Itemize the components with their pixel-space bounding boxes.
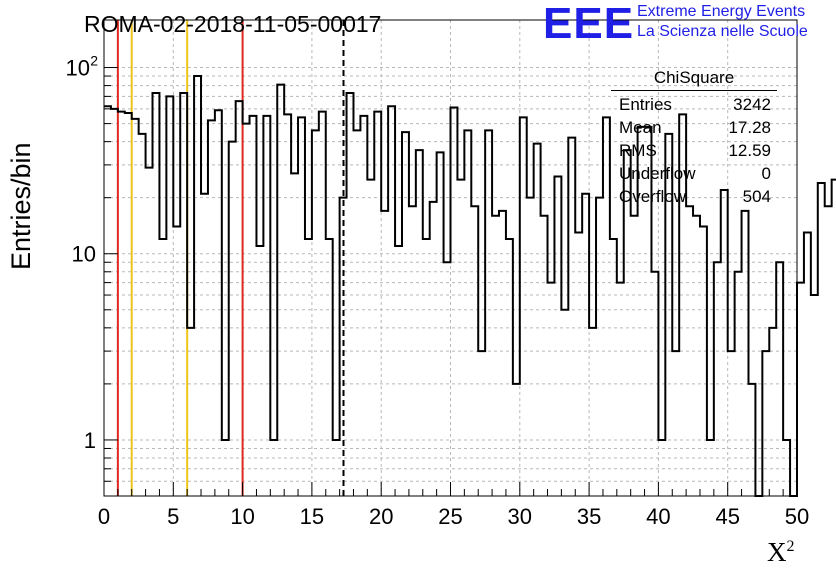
x-axis-label-base: X bbox=[767, 537, 787, 567]
histogram-series bbox=[104, 75, 836, 497]
x-axis-label-exponent: 2 bbox=[786, 538, 795, 555]
logo-line-2: La Scienza nelle Scuole bbox=[637, 23, 808, 40]
stats-value: 12.59 bbox=[728, 141, 771, 160]
chart-title: ROMA-02-2018-11-05-00017 bbox=[84, 11, 382, 37]
stats-box: ChiSquare Entries 3242 Mean 17.28 RMS 12.59… bbox=[611, 68, 777, 208]
stats-row: Mean 17.28 bbox=[611, 116, 777, 139]
stats-label: Underflow bbox=[619, 164, 696, 183]
x-tick-labels: 0 5 10 15 20 25 30 35 40 45 50 bbox=[98, 504, 809, 529]
x-tick-label: 20 bbox=[369, 504, 393, 529]
x-tick-label: 40 bbox=[646, 504, 670, 529]
stats-label: RMS bbox=[619, 141, 657, 160]
stats-label: Overflow bbox=[619, 187, 687, 206]
stats-value: 17.28 bbox=[728, 118, 771, 137]
x-tick-label: 35 bbox=[577, 504, 601, 529]
stats-value: 3242 bbox=[733, 95, 771, 114]
x-tick-label: 5 bbox=[167, 504, 179, 529]
x-tick-label: 10 bbox=[230, 504, 254, 529]
x-tick-label: 0 bbox=[98, 504, 110, 529]
stats-value: 0 bbox=[761, 164, 771, 183]
logo-line-1: Extreme Energy Events bbox=[637, 3, 806, 20]
x-axis-label: X2 bbox=[767, 537, 795, 568]
stats-label: Mean bbox=[619, 118, 662, 137]
stats-label: Entries bbox=[619, 95, 672, 114]
y-tick-label: 10 bbox=[66, 56, 90, 81]
x-tick-label: 45 bbox=[715, 504, 739, 529]
stats-row: Overflow 504 bbox=[611, 185, 777, 208]
y-tick-exponent: 2 bbox=[90, 53, 98, 69]
x-tick-label: 30 bbox=[508, 504, 532, 529]
stats-value: 504 bbox=[742, 187, 771, 206]
axis-ticks bbox=[103, 67, 798, 497]
x-tick-label: 25 bbox=[438, 504, 462, 529]
stats-row: RMS 12.59 bbox=[611, 139, 777, 162]
y-tick-label: 10 bbox=[72, 242, 96, 267]
stats-title: ChiSquare bbox=[611, 68, 777, 91]
reference-lines bbox=[116, 20, 345, 496]
stats-row: Entries 3242 bbox=[611, 93, 777, 116]
eee-logo: EEE bbox=[543, 0, 635, 48]
x-tick-label: 50 bbox=[785, 504, 809, 529]
x-tick-label: 15 bbox=[300, 504, 324, 529]
y-tick-label: 1 bbox=[84, 428, 96, 453]
stats-row: Underflow 0 bbox=[611, 162, 777, 185]
y-axis-label: Entries/bin bbox=[6, 142, 36, 270]
